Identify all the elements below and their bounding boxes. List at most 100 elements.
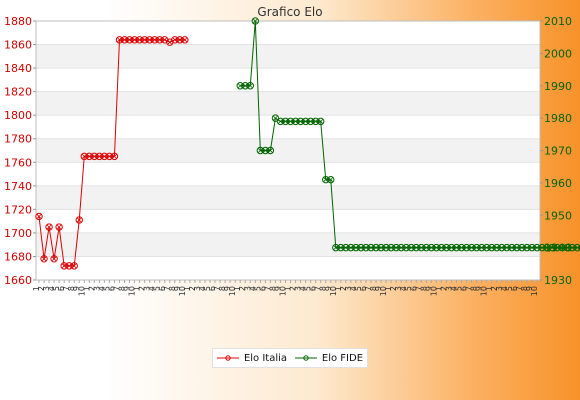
point-mark-elo-fide (363, 245, 369, 250)
point-elo-fide (291, 117, 300, 126)
x-tick-label: 6 (258, 286, 267, 291)
point-mark-elo-fide (338, 245, 344, 250)
point-elo-fide (246, 82, 254, 90)
point-elo-italia (105, 152, 114, 161)
point-mark-elo-italia (76, 217, 82, 223)
x-tick-label: 4 (399, 286, 408, 291)
point-mark-elo-italia (122, 37, 127, 43)
point-mark-elo-fide (383, 245, 389, 250)
x-tick-label: 7 (62, 286, 71, 291)
point-elo-fide (417, 243, 426, 252)
x-tick-label: 7 (465, 286, 474, 291)
right-tick-label: 1990 (544, 80, 572, 93)
point-mark-elo-fide (258, 148, 263, 153)
point-mark-elo-fide (413, 245, 419, 250)
left-tick-label: 1780 (4, 133, 32, 146)
x-tick-label: 9 (273, 286, 282, 291)
x-tick-label: 2 (37, 286, 46, 291)
x-tick-label: 2 (490, 286, 499, 291)
point-mark-elo-fide (403, 245, 409, 250)
point-elo-italia (45, 223, 53, 231)
x-tick-label: 4 (450, 286, 459, 291)
point-elo-fide (387, 243, 395, 252)
left-tick-label: 1700 (4, 227, 32, 240)
point-elo-fide (437, 243, 446, 252)
point-mark-elo-fide (358, 245, 364, 250)
point-elo-fide (447, 243, 456, 252)
point-mark-elo-fide (247, 83, 253, 89)
point-elo-italia (125, 36, 134, 44)
x-tick-label: 4 (248, 286, 257, 291)
x-tick-label: 10 (178, 286, 187, 296)
x-tick-label: 5 (304, 286, 313, 291)
point-mark-elo-fide (323, 177, 329, 182)
point-elo-fide (578, 244, 580, 251)
x-tick-label: 5 (505, 286, 514, 291)
point-mark-elo-italia (182, 37, 188, 43)
point-elo-italia (50, 255, 58, 263)
left-tick-label: 1660 (4, 274, 32, 287)
point-elo-fide (543, 243, 551, 252)
left-tick-label: 1760 (4, 156, 32, 169)
x-tick-label: 8 (218, 286, 227, 291)
x-tick-label: 2 (439, 286, 448, 291)
series-line-elo-italia (38, 39, 185, 267)
point-elo-fide (362, 243, 370, 252)
point-mark-elo-italia (157, 37, 163, 43)
point-elo-italia (55, 223, 63, 231)
point-mark-elo-fide (429, 245, 434, 250)
point-mark-elo-fide (273, 115, 278, 121)
grid-band (36, 138, 540, 163)
x-tick-label: 10 (128, 286, 137, 296)
x-tick-label: 7 (314, 286, 323, 291)
grid-band (36, 91, 540, 116)
x-tick-label: 2 (289, 286, 298, 291)
point-mark-elo-fide (313, 119, 318, 124)
grid-band (36, 185, 540, 210)
point-elo-fide (432, 243, 441, 252)
point-mark-elo-fide (398, 245, 404, 250)
point-mark-elo-italia (142, 37, 147, 43)
point-mark-elo-fide (549, 245, 555, 250)
x-tick-label: 9 (72, 286, 81, 291)
point-mark-elo-fide (353, 245, 359, 250)
point-mark-elo-fide (278, 119, 283, 124)
x-tick-label: 4 (47, 286, 56, 291)
point-elo-fide (462, 243, 471, 252)
x-tick-label: 1 (133, 286, 142, 291)
point-mark-elo-fide (303, 119, 308, 124)
point-mark-elo-fide (424, 245, 429, 250)
point-elo-italia (110, 152, 119, 161)
point-mark-elo-fide (544, 245, 550, 250)
point-elo-fide (266, 146, 275, 155)
x-tick-label: 4 (97, 286, 106, 291)
x-tick-label: 3 (243, 286, 252, 291)
right-tick-label: 1970 (544, 145, 572, 158)
point-elo-italia (35, 212, 43, 221)
legend-line-green-icon (294, 355, 317, 361)
point-elo-italia (65, 262, 73, 270)
point-mark-elo-italia (172, 37, 178, 43)
x-tick-label: 8 (67, 286, 76, 291)
point-mark-elo-italia (127, 37, 132, 43)
point-elo-italia (85, 152, 94, 161)
point-mark-elo-fide (348, 245, 354, 250)
point-mark-elo-fide (539, 245, 545, 250)
point-mark-elo-fide (509, 245, 515, 250)
left-tick-label: 1860 (4, 39, 32, 52)
point-mark-elo-italia (97, 154, 102, 159)
point-elo-fide (518, 243, 526, 252)
x-tick-label: 8 (369, 286, 378, 291)
x-tick-label: 3 (92, 286, 101, 291)
x-tick-label: 6 (359, 286, 368, 291)
point-elo-fide (251, 17, 260, 25)
x-tick-label: 9 (374, 286, 383, 291)
point-mark-elo-fide (499, 245, 505, 250)
point-elo-italia (40, 255, 48, 263)
point-elo-italia (176, 36, 184, 44)
point-elo-fide (538, 243, 546, 252)
x-tick-label: 9 (123, 286, 132, 291)
point-mark-elo-fide (449, 245, 454, 250)
x-tick-label: 10 (278, 286, 287, 296)
